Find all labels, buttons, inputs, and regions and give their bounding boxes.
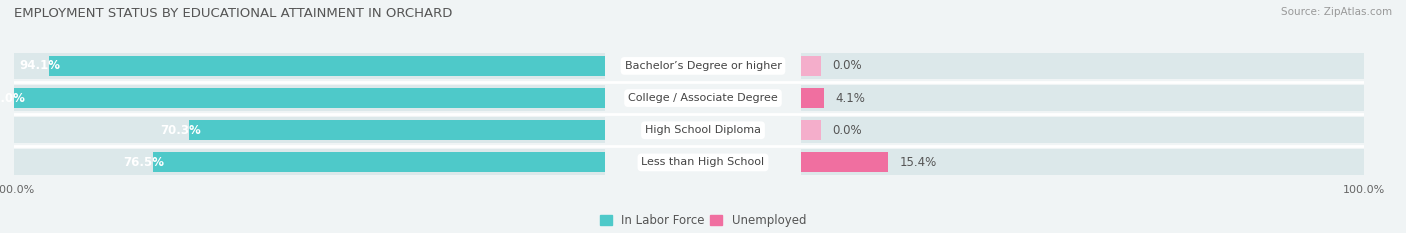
Bar [801, 88, 824, 108]
Bar [14, 117, 605, 143]
Text: Source: ZipAtlas.com: Source: ZipAtlas.com [1281, 7, 1392, 17]
Text: 4.1%: 4.1% [835, 92, 866, 105]
Bar [153, 152, 605, 172]
Text: 94.1%: 94.1% [20, 59, 60, 72]
Bar [801, 120, 821, 140]
Text: 76.5%: 76.5% [124, 156, 165, 169]
Bar [801, 53, 1364, 79]
Text: Less than High School: Less than High School [641, 158, 765, 168]
Bar [801, 152, 889, 172]
Bar [801, 149, 1364, 175]
Bar [801, 56, 821, 76]
Bar [14, 88, 605, 108]
Bar [14, 149, 605, 175]
Text: 100.0%: 100.0% [0, 92, 25, 105]
Bar [801, 85, 1364, 111]
Text: EMPLOYMENT STATUS BY EDUCATIONAL ATTAINMENT IN ORCHARD: EMPLOYMENT STATUS BY EDUCATIONAL ATTAINM… [14, 7, 453, 20]
Text: High School Diploma: High School Diploma [645, 125, 761, 135]
Legend: In Labor Force, Unemployed: In Labor Force, Unemployed [600, 214, 806, 227]
Bar [14, 53, 605, 79]
Text: 15.4%: 15.4% [900, 156, 936, 169]
Bar [801, 117, 1364, 143]
Bar [190, 120, 605, 140]
Text: 0.0%: 0.0% [832, 59, 862, 72]
Text: College / Associate Degree: College / Associate Degree [628, 93, 778, 103]
Bar [49, 56, 605, 76]
Text: 70.3%: 70.3% [160, 124, 201, 137]
Bar [14, 85, 605, 111]
Text: 0.0%: 0.0% [832, 124, 862, 137]
Text: Bachelor’s Degree or higher: Bachelor’s Degree or higher [624, 61, 782, 71]
